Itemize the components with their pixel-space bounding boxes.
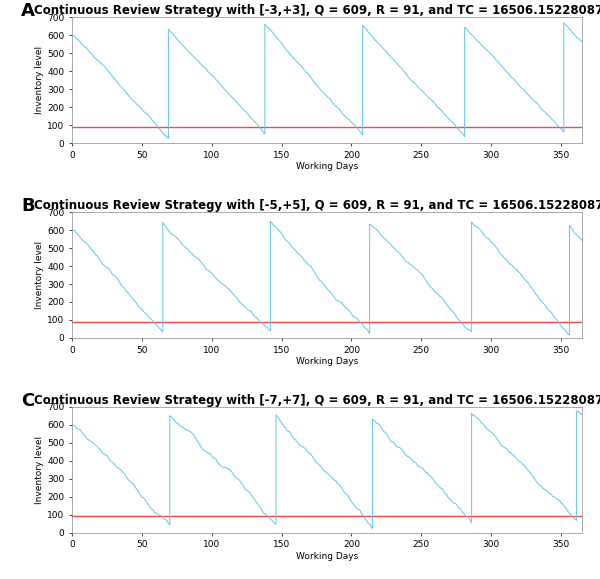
- X-axis label: Working Days: Working Days: [296, 357, 358, 367]
- X-axis label: Working Days: Working Days: [296, 163, 358, 171]
- Title: Continuous Review Strategy with [-7,+7], Q = 609, R = 91, and TC = 16506.1522808: Continuous Review Strategy with [-7,+7],…: [34, 394, 600, 407]
- Title: Continuous Review Strategy with [-5,+5], Q = 609, R = 91, and TC = 16506.1522808: Continuous Review Strategy with [-5,+5],…: [34, 199, 600, 212]
- X-axis label: Working Days: Working Days: [296, 552, 358, 561]
- Y-axis label: Inventory level: Inventory level: [35, 241, 44, 309]
- Text: A: A: [21, 2, 35, 20]
- Text: B: B: [21, 197, 35, 215]
- Y-axis label: Inventory level: Inventory level: [35, 436, 44, 504]
- Y-axis label: Inventory level: Inventory level: [35, 46, 44, 114]
- Title: Continuous Review Strategy with [-3,+3], Q = 609, R = 91, and TC = 16506.1522808: Continuous Review Strategy with [-3,+3],…: [34, 5, 600, 17]
- Text: C: C: [21, 392, 34, 410]
